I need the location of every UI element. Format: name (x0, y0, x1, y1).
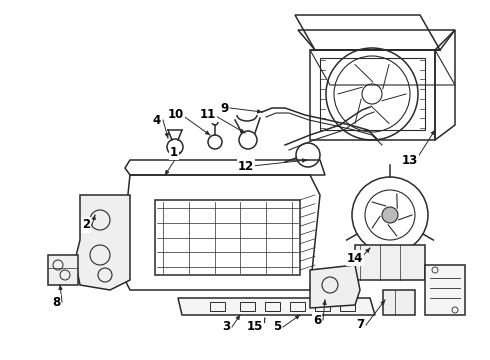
Text: 11: 11 (200, 108, 216, 122)
Circle shape (382, 207, 398, 223)
Text: 13: 13 (402, 153, 418, 166)
Text: 8: 8 (52, 296, 60, 309)
Polygon shape (178, 298, 375, 315)
Text: 4: 4 (153, 113, 161, 126)
Text: 1: 1 (170, 145, 178, 158)
Text: 5: 5 (273, 320, 281, 333)
Polygon shape (310, 265, 360, 308)
Text: 2: 2 (82, 219, 90, 231)
Polygon shape (75, 195, 130, 290)
Text: 15: 15 (247, 320, 263, 333)
Polygon shape (48, 255, 78, 285)
Text: 6: 6 (313, 314, 321, 327)
Polygon shape (383, 290, 415, 315)
Text: 3: 3 (222, 320, 230, 333)
Polygon shape (355, 245, 425, 280)
Text: 12: 12 (238, 159, 254, 172)
Text: 7: 7 (356, 319, 364, 332)
Text: 9: 9 (220, 102, 228, 114)
Text: 10: 10 (168, 108, 184, 122)
Polygon shape (425, 265, 465, 315)
Text: 14: 14 (347, 252, 363, 265)
